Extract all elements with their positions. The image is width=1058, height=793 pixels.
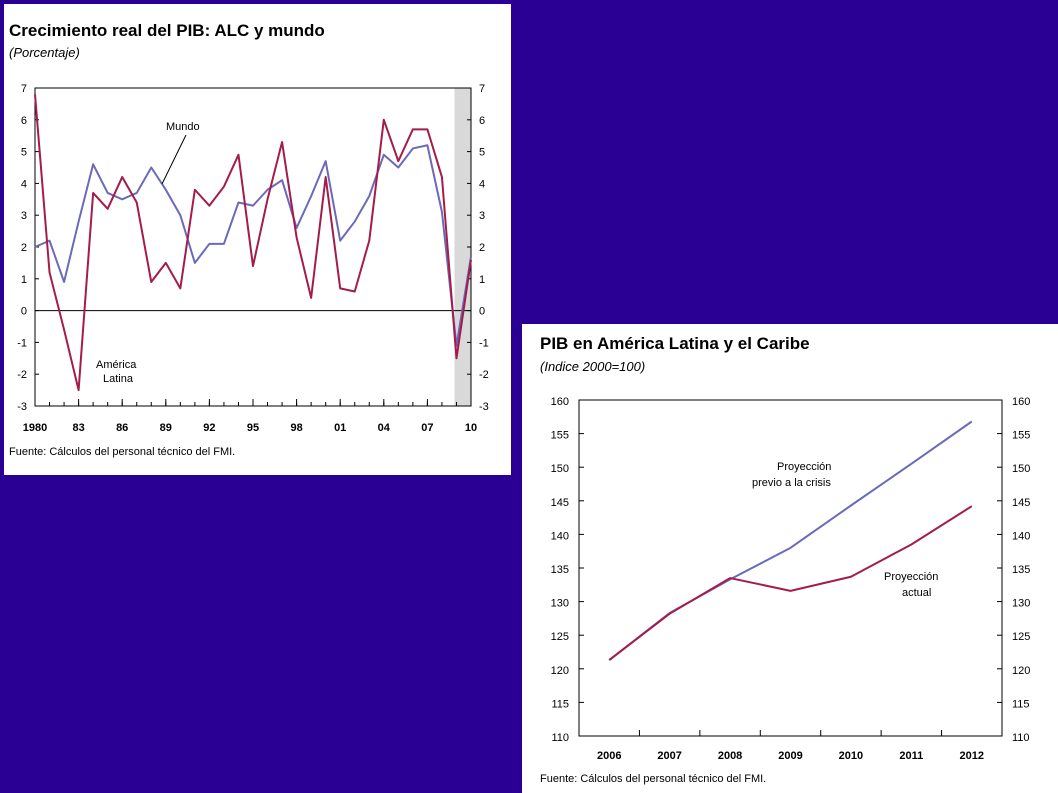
y-tick-label-right: 0 [479,306,485,318]
series-line-mundo [34,144,472,347]
y-tick-label-right: -2 [479,369,489,381]
chart-panel-growth: Crecimiento real del PIB: ALC y mundo (P… [4,4,511,475]
y-tick-label-left: 7 [21,83,27,95]
y-tick-label-left: 160 [551,396,569,408]
x-tick-label: 2012 [960,750,984,762]
x-tick-label: 07 [421,422,433,434]
y-tick-label-right: 115 [1012,698,1030,710]
y-tick-label-left: 0 [21,306,27,318]
x-tick-label: 10 [465,422,477,434]
y-tick-label-left: 150 [551,463,569,475]
y-tick-label-left: 140 [551,530,569,542]
x-tick-label: 92 [203,422,215,434]
y-tick-label-right: 155 [1012,430,1030,442]
y-tick-label-right: 1 [479,274,485,286]
chart-title: Crecimiento real del PIB: ALC y mundo [9,21,325,40]
series-line-actual [608,505,973,661]
x-tick-label: 2009 [778,750,802,762]
chart-subtitle: (Indice 2000=100) [540,359,646,374]
y-tick-label-right: 5 [479,147,485,159]
chart-source: Fuente: Cálculos del personal técnico de… [540,773,767,785]
x-tick-label: 2010 [839,750,863,762]
chart-title: PIB en América Latina y el Caribe [540,334,810,353]
y-tick-label-left: 110 [551,732,569,744]
annotation-pre-crisis-line2: previo a la crisis [752,477,831,489]
y-tick-label-left: 5 [21,147,27,159]
y-tick-label-right: 2 [479,242,485,254]
y-tick-label-right: -1 [479,337,489,349]
y-tick-label-right: 6 [479,115,485,127]
y-tick-label-right: 4 [479,178,485,190]
annotation-actual-line1: Proyección [884,571,938,583]
y-tick-label-left: -2 [17,369,27,381]
y-tick-label-left: 4 [21,178,27,190]
y-tick-label-left: 3 [21,210,27,222]
y-tick-label-left: -1 [17,337,27,349]
y-tick-label-right: 150 [1012,463,1030,475]
x-tick-label: 2007 [657,750,681,762]
x-tick-label: 89 [160,422,172,434]
y-tick-label-right: 135 [1012,564,1030,576]
annotation-pre-crisis-line1: Proyección [777,461,831,473]
plot-frame [578,399,1003,737]
y-tick-label-right: 3 [479,210,485,222]
x-tick-label: 1980 [23,422,47,434]
x-tick-label: 2006 [597,750,621,762]
y-tick-label-left: -3 [17,401,27,413]
y-tick-label-right: 125 [1012,631,1030,643]
chart-panel-gdp-index: PIB en América Latina y el Caribe (Indic… [522,324,1058,793]
y-tick-label-left: 135 [551,564,569,576]
y-tick-label-right: 140 [1012,530,1030,542]
y-tick-label-right: 130 [1012,598,1030,610]
y-tick-label-left: 125 [551,631,569,643]
y-tick-label-left: 120 [551,665,569,677]
y-tick-label-right: 120 [1012,665,1030,677]
annotation-mundo: Mundo [166,121,200,133]
y-tick-label-right: 160 [1012,396,1030,408]
x-tick-label: 83 [72,422,84,434]
y-tick-label-left: 130 [551,598,569,610]
y-tick-label-left: 6 [21,115,27,127]
x-tick-label: 04 [378,422,391,434]
series-line-america-latina [34,94,472,392]
annotation-actual-line2: actual [902,587,931,599]
annotation-mundo-leader [161,134,187,185]
y-tick-label-left: 155 [551,430,569,442]
y-tick-label-left: 115 [551,698,569,710]
y-tick-label-right: 110 [1012,732,1030,744]
y-tick-label-left: 145 [551,497,569,509]
y-tick-label-right: -3 [479,401,489,413]
x-tick-label: 2008 [718,750,742,762]
x-tick-label: 86 [116,422,128,434]
y-tick-label-right: 145 [1012,497,1030,509]
annotation-alc-line1: América [96,359,137,371]
gdp-index-chart-svg: 110 110 115 115 120 120 125 125 130 130 135 135 140 1… [551,396,1031,762]
x-tick-label: 98 [290,422,302,434]
chart-subtitle: (Porcentaje) [9,45,80,60]
y-tick-label-left: 1 [21,274,27,286]
x-tick-label: 2011 [899,750,923,762]
chart-source: Fuente: Cálculos del personal técnico de… [9,446,236,458]
annotation-alc-line2: Latina [103,373,134,385]
y-tick-label-right: 7 [479,83,485,95]
y-tick-label-left: 2 [21,242,27,254]
x-tick-label: 01 [334,422,346,434]
x-tick-label: 95 [247,422,259,434]
